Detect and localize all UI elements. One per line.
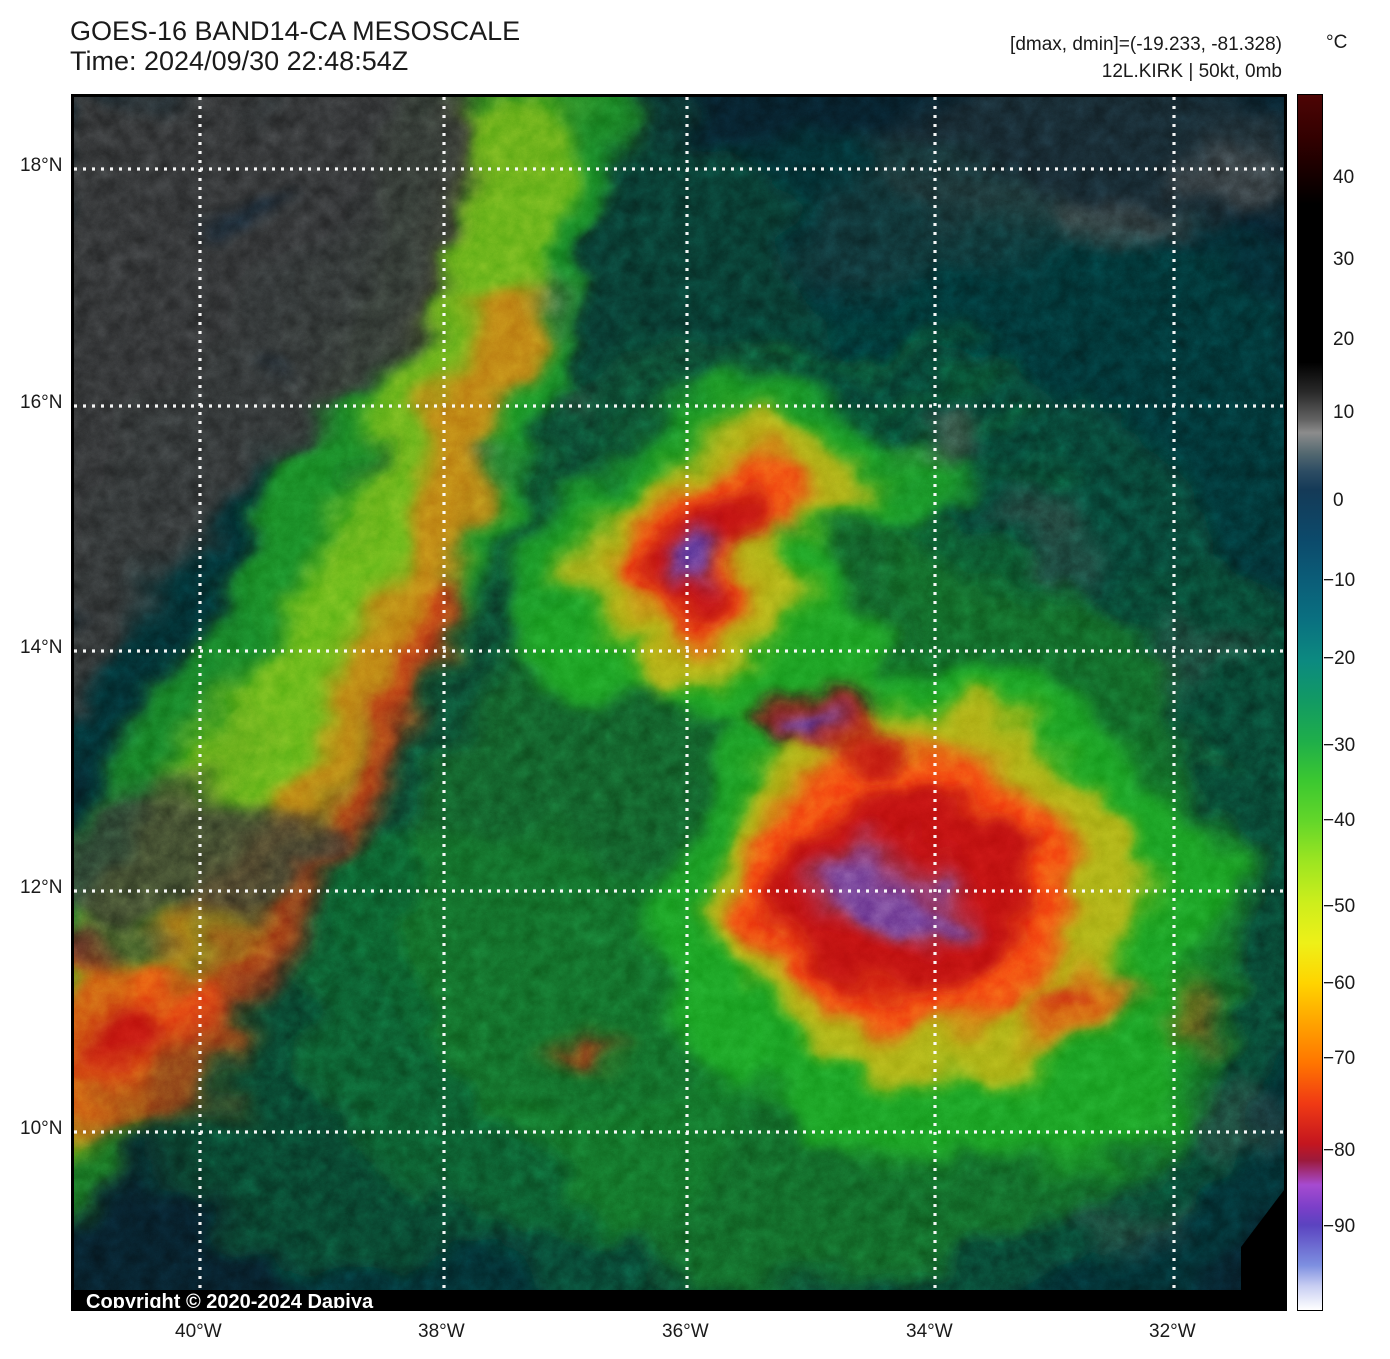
svg-text:Copyright © 2020-2024 Dapiya: Copyright © 2020-2024 Dapiya [86, 1291, 374, 1311]
